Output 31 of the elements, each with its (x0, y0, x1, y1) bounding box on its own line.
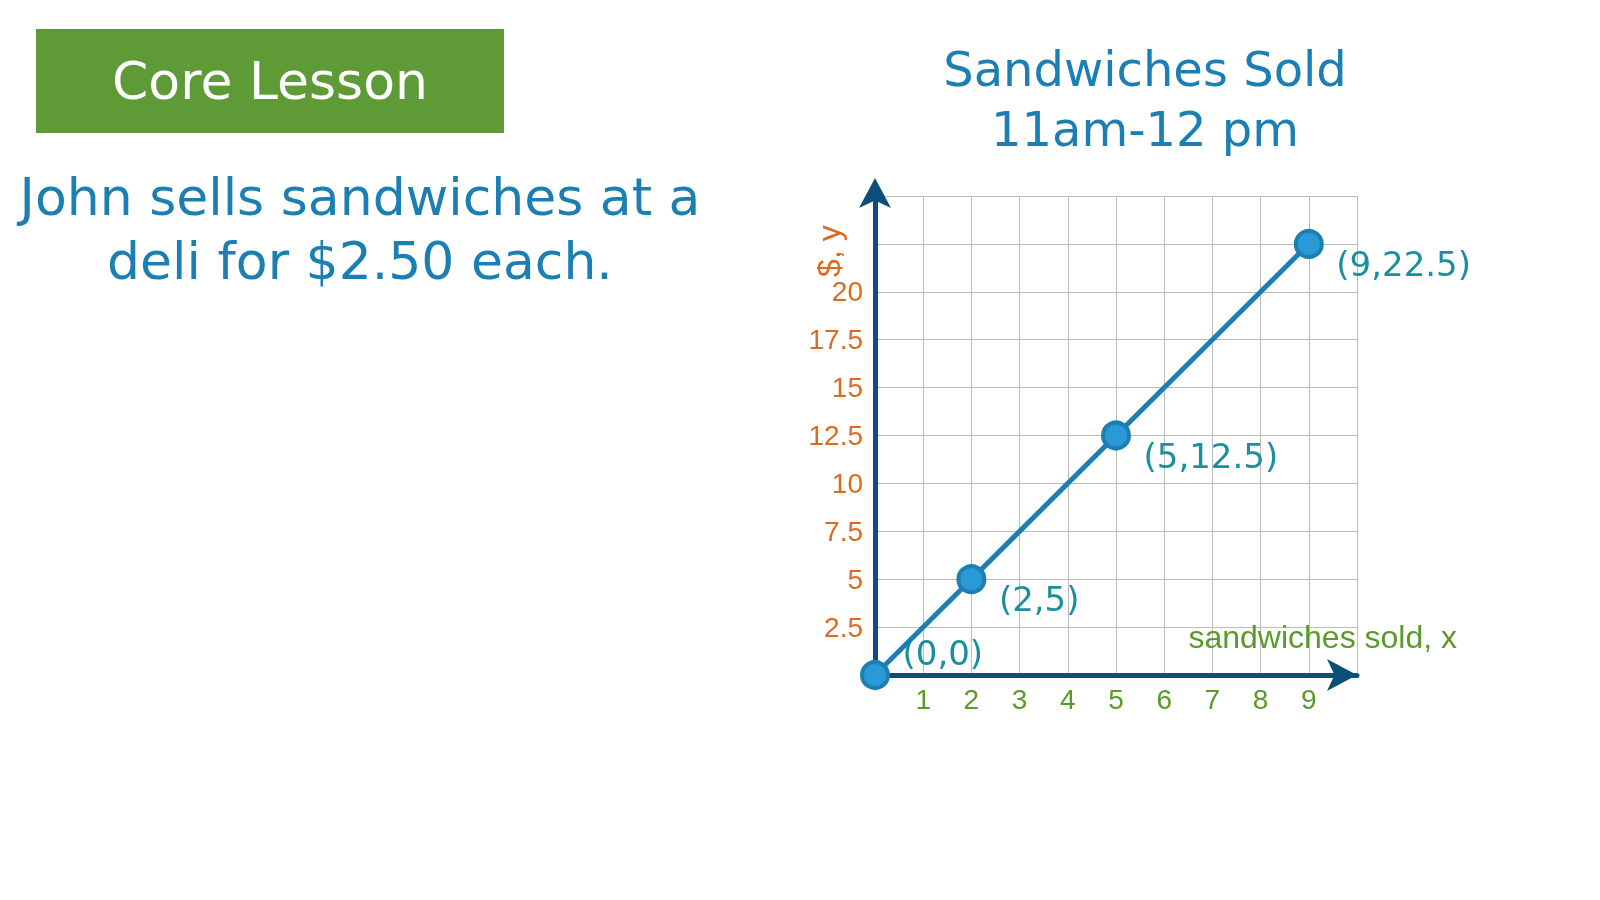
annotation: (0,0) (902, 633, 984, 673)
y-tick-label: 10 (831, 467, 863, 499)
point (860, 660, 890, 690)
y-tick-label: 7.5 (824, 515, 863, 547)
point (1101, 420, 1131, 451)
x-tick-label: 7 (1204, 683, 1221, 715)
text: Core Lesson (36, 29, 504, 133)
y-tick-label: 17.5 (808, 324, 863, 356)
x-tick-label: 2 (963, 683, 980, 715)
x-tick-label: 6 (1156, 683, 1172, 715)
x-tick-label: 3 (1011, 683, 1028, 715)
x-tick-label: 8 (1252, 683, 1269, 715)
chart-subtitle: 11am-12 pm (990, 101, 1300, 157)
annotation: (2,5) (998, 579, 1080, 620)
point (1293, 228, 1324, 259)
x-tick-label: 5 (1108, 683, 1124, 715)
point (956, 564, 987, 595)
y-tick-label: 12.5 (808, 420, 863, 451)
y-tick-label: 5 (847, 563, 863, 595)
x-axis-title: sandwiches sold, x (1188, 619, 1457, 655)
text: John sells sandwiches at a deli for $2.50 each. (15, 166, 702, 293)
chart-title: Sandwiches Sold (943, 41, 1347, 97)
x-tick-label: 4 (1060, 683, 1076, 715)
y-tick-label: 20 (831, 276, 863, 308)
y-tick-label: 15 (831, 372, 863, 404)
y-tick-label: 2.5 (824, 611, 863, 643)
annotation: (5,12.5) (1143, 435, 1279, 476)
annotation: (9,22.5) (1336, 243, 1471, 284)
x-tick-label: 9 (1301, 683, 1317, 715)
x-tick-label: 1 (915, 683, 931, 715)
y-axis-title: $, y (811, 225, 847, 277)
